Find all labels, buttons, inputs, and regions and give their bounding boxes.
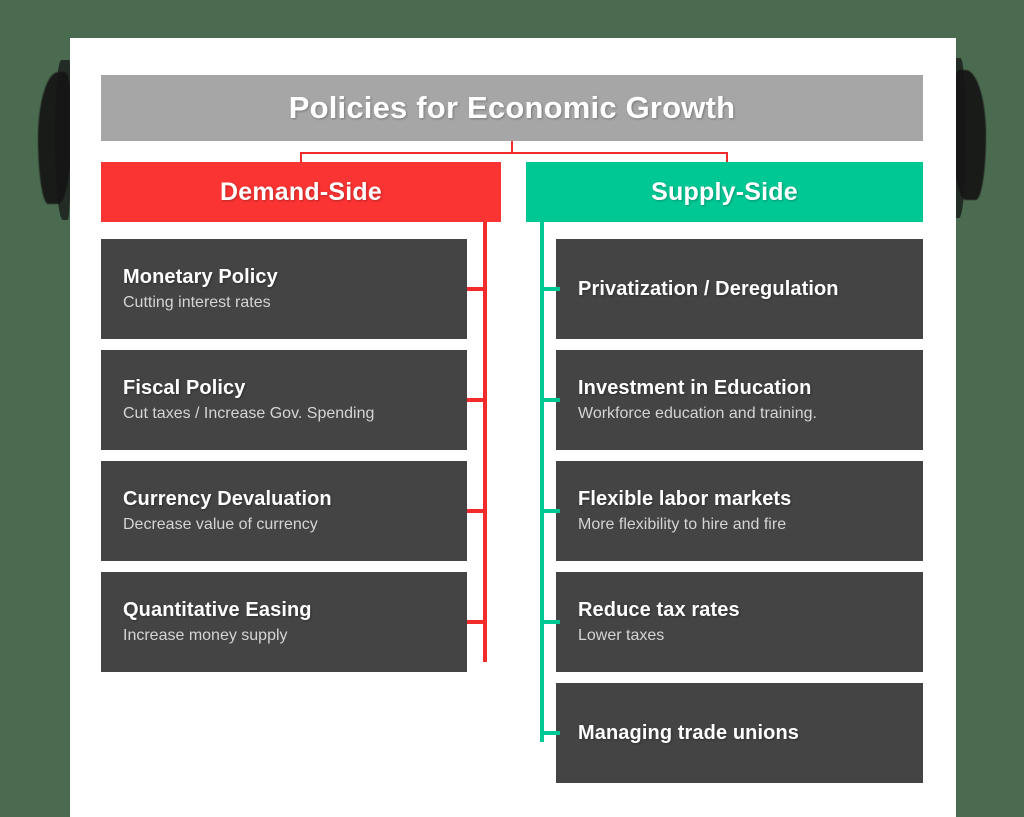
policy-box-demand-side-2[interactable]: Fiscal Policy Cut taxes / Increase Gov. S… <box>101 350 467 450</box>
policy-box-demand-side-4[interactable]: Quantitative Easing Increase money supply <box>101 572 467 672</box>
connector-stub-supply-side-3 <box>540 509 560 513</box>
spine-supply-side <box>540 222 544 742</box>
column-header-supply-side-label: Supply-Side <box>651 177 798 206</box>
policy-subtitle: Workforce education and training. <box>578 405 817 423</box>
policy-box-supply-side-1[interactable]: Privatization / Deregulation <box>556 239 923 339</box>
spine-demand-side <box>483 222 487 662</box>
diagram-card: Policies for Economic Growth Demand-Side… <box>70 38 956 817</box>
policy-title: Managing trade unions <box>578 721 799 744</box>
connector-stub-supply-side-4 <box>540 620 560 624</box>
policy-title: Fiscal Policy <box>123 376 246 399</box>
connector-root-drop <box>511 141 513 153</box>
policy-title: Monetary Policy <box>123 265 278 288</box>
connector-stub-demand-side-2 <box>467 398 487 402</box>
shadow-artifact-left-inner <box>55 60 71 220</box>
policy-title: Investment in Education <box>578 376 812 399</box>
column-header-supply-side[interactable]: Supply-Side <box>526 162 923 222</box>
shadow-artifact-right <box>952 70 986 200</box>
diagram-title-bar: Policies for Economic Growth <box>101 75 923 141</box>
policy-title: Privatization / Deregulation <box>578 277 839 300</box>
policy-subtitle: Lower taxes <box>578 627 665 645</box>
column-header-demand-side-label: Demand-Side <box>220 177 382 206</box>
policy-title: Quantitative Easing <box>123 598 312 621</box>
policy-subtitle: Increase money supply <box>123 627 288 645</box>
shadow-artifact-left <box>38 72 72 204</box>
policy-title: Currency Devaluation <box>123 487 332 510</box>
policy-box-demand-side-3[interactable]: Currency Devaluation Decrease value of cu… <box>101 461 467 561</box>
connector-stub-demand-side-3 <box>467 509 487 513</box>
policy-title: Reduce tax rates <box>578 598 740 621</box>
policy-box-supply-side-4[interactable]: Reduce tax rates Lower taxes <box>556 572 923 672</box>
policy-subtitle: Cutting interest rates <box>123 294 271 312</box>
page-title: Policies for Economic Growth <box>288 90 736 125</box>
column-header-demand-side[interactable]: Demand-Side <box>101 162 501 222</box>
policy-subtitle: Cut taxes / Increase Gov. Spending <box>123 405 375 423</box>
connector-stub-demand-side-4 <box>467 620 487 624</box>
policy-box-supply-side-3[interactable]: Flexible labor markets More flexibility t… <box>556 461 923 561</box>
policy-subtitle: More flexibility to hire and fire <box>578 516 787 534</box>
connector-stub-supply-side-5 <box>540 731 560 735</box>
policy-box-supply-side-5[interactable]: Managing trade unions <box>556 683 923 783</box>
policy-title: Flexible labor markets <box>578 487 792 510</box>
connector-stub-supply-side-2 <box>540 398 560 402</box>
policies-tree-diagram: Policies for Economic Growth Demand-Side… <box>70 38 956 817</box>
connector-stub-demand-side-1 <box>467 287 487 291</box>
connector-stub-supply-side-1 <box>540 287 560 291</box>
policy-subtitle: Decrease value of currency <box>123 516 318 534</box>
connector-branch-bar <box>300 152 728 154</box>
policy-box-demand-side-1[interactable]: Monetary Policy Cutting interest rates <box>101 239 467 339</box>
policy-box-supply-side-2[interactable]: Investment in Education Workforce educati… <box>556 350 923 450</box>
